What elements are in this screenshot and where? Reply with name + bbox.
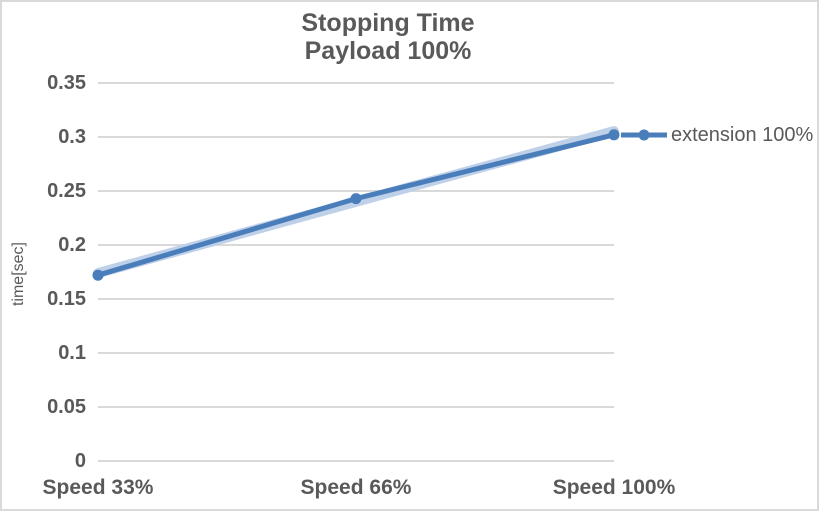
- y-tick-label: 0.1: [58, 342, 86, 364]
- chart-title-line2: Payload 100%: [304, 37, 472, 65]
- chart-title-line1: Stopping Time: [301, 9, 475, 37]
- chart-title: Stopping Time Payload 100%: [2, 9, 774, 65]
- data-point-marker: [92, 269, 104, 281]
- y-tick-label: 0.15: [47, 288, 86, 310]
- y-tick-label: 0.05: [47, 396, 86, 418]
- y-tick-label: 0: [74, 450, 86, 472]
- y-tick-label: 0.3: [58, 126, 86, 148]
- data-point-marker: [350, 193, 362, 205]
- y-tick-label: 0.35: [47, 72, 86, 94]
- data-point-marker: [608, 129, 620, 141]
- x-category-label: Speed 100%: [552, 476, 676, 499]
- legend-line-marker-icon: [621, 129, 667, 141]
- x-category-label: Speed 66%: [300, 476, 412, 499]
- legend-label: extension 100%: [671, 124, 814, 146]
- legend: extension 100%: [620, 123, 813, 147]
- y-tick-label: 0.25: [47, 180, 86, 202]
- x-category-label: Speed 33%: [42, 476, 154, 499]
- y-tick-label: 0.2: [58, 234, 86, 256]
